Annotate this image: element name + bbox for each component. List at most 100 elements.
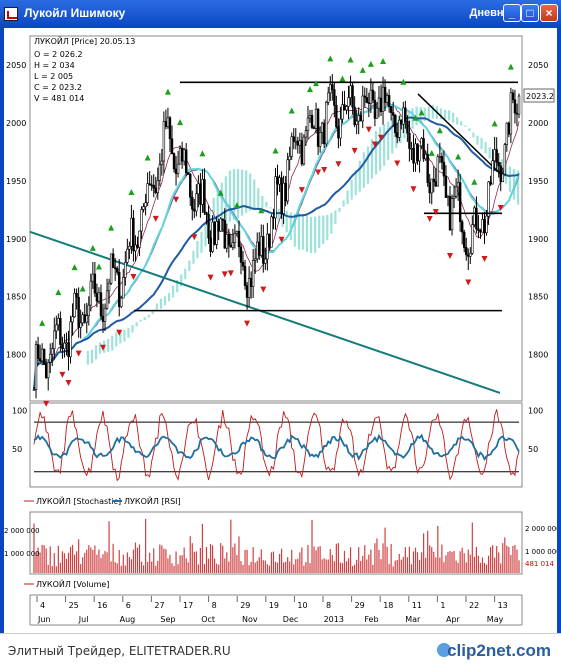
candle-body — [501, 173, 504, 183]
candle-body — [410, 147, 413, 150]
candle-body — [357, 115, 360, 122]
candle-body — [337, 126, 340, 139]
up-fractal-arrow — [327, 55, 334, 62]
down-fractal-arrow — [116, 329, 123, 336]
candle-body — [377, 97, 381, 109]
kumo-band — [415, 106, 418, 126]
up-fractal-arrow — [471, 178, 478, 185]
kumo-band — [468, 128, 471, 132]
down-fractal-arrow — [260, 286, 267, 293]
candle-body — [375, 107, 379, 119]
osc-tick-left: 50 — [12, 445, 22, 454]
candle-body — [333, 89, 336, 106]
close-button[interactable]: × — [540, 4, 558, 22]
kumo-band — [322, 215, 325, 244]
kumo-band — [297, 213, 301, 250]
candle-body — [383, 86, 387, 103]
up-fractal-arrow — [272, 147, 279, 154]
candle-body — [379, 97, 383, 112]
candle-body — [205, 212, 208, 215]
candle-body — [312, 127, 316, 129]
down-fractal-arrow — [365, 126, 372, 133]
candle-body — [347, 97, 350, 107]
candle-body — [103, 307, 107, 322]
up-fractal-arrow — [233, 202, 240, 209]
up-fractal-arrow — [55, 289, 62, 296]
kumo-band — [90, 349, 94, 364]
clip2net-icon — [437, 643, 451, 657]
kumo-band — [289, 212, 292, 241]
candle-body — [193, 208, 196, 212]
candle-body — [260, 236, 263, 256]
candle-body — [89, 280, 93, 306]
price-axis-ticks: 2050 2050 2000 2000 1950 1950 1900 1900 1850 1850… — [6, 61, 548, 360]
candle-body — [223, 220, 226, 249]
candle-body — [243, 265, 247, 286]
legend-low: L = 2 005 — [34, 72, 73, 81]
candle-body — [339, 118, 342, 139]
x-day-label: 29 — [240, 601, 250, 610]
kumo-band — [204, 222, 207, 247]
candle-body — [270, 216, 273, 248]
candle-body — [38, 358, 42, 362]
candle-body — [134, 244, 137, 252]
kumo-band — [147, 314, 150, 318]
price-tick-left: 1850 — [6, 293, 26, 302]
candle-body — [73, 292, 76, 317]
candle-body — [233, 232, 237, 243]
candle-body — [325, 102, 328, 145]
candle-body — [327, 92, 330, 103]
kumo-band — [265, 201, 268, 208]
candle-body — [387, 95, 391, 107]
candle-body — [294, 140, 297, 143]
x-day-label: 10 — [297, 601, 307, 610]
candle-body — [373, 99, 377, 119]
candle-body — [499, 165, 502, 183]
legend-high: H = 2 034 — [34, 61, 75, 70]
kumo-band — [447, 110, 451, 121]
candle-body — [42, 348, 46, 365]
kumo-band — [176, 279, 179, 293]
ichimoku-cloud — [86, 104, 520, 365]
oscillator-legend: ЛУКОЙЛ [Stochastic] ЛУКОЙЛ [RSI] — [24, 495, 181, 506]
candle-body — [59, 318, 62, 345]
candle-body — [262, 236, 265, 264]
footer-brand[interactable]: clip2net.com — [447, 641, 551, 660]
minimize-button[interactable]: _ — [503, 4, 521, 22]
candle-body — [454, 186, 458, 197]
down-fractal-arrow — [447, 252, 454, 259]
candle-body — [231, 242, 235, 248]
candle-body — [245, 285, 249, 298]
candle-body — [467, 254, 470, 257]
candle-body — [182, 149, 186, 162]
volume-legend: ЛУКОЙЛ [Volume] — [24, 578, 109, 589]
candle-body — [450, 198, 454, 231]
candle-body — [463, 231, 466, 248]
candle-body — [363, 95, 366, 98]
candle-body — [288, 156, 291, 161]
down-fractal-arrow — [191, 234, 198, 241]
down-fractal-arrow — [59, 371, 66, 378]
down-fractal-arrow — [410, 186, 417, 193]
candle-body — [481, 219, 484, 233]
candle-body — [460, 221, 464, 233]
candle-body — [249, 277, 253, 288]
candle-body — [369, 89, 373, 104]
maximize-button[interactable]: □ — [521, 4, 539, 22]
kumo-band — [119, 330, 122, 344]
up-fractal-arrow — [89, 244, 96, 251]
kumo-band — [180, 274, 183, 287]
volume-bars — [33, 518, 520, 573]
candle-body — [47, 362, 50, 379]
candle-body — [284, 182, 287, 202]
kumo-band — [403, 113, 406, 139]
tenkan-line — [33, 100, 520, 390]
kumo-band — [123, 329, 126, 342]
candle-body — [142, 206, 145, 210]
candle-body — [515, 112, 519, 115]
candle-body — [203, 179, 206, 213]
candle-body — [331, 84, 334, 90]
candle-body — [71, 316, 74, 323]
kumo-band — [456, 117, 459, 125]
